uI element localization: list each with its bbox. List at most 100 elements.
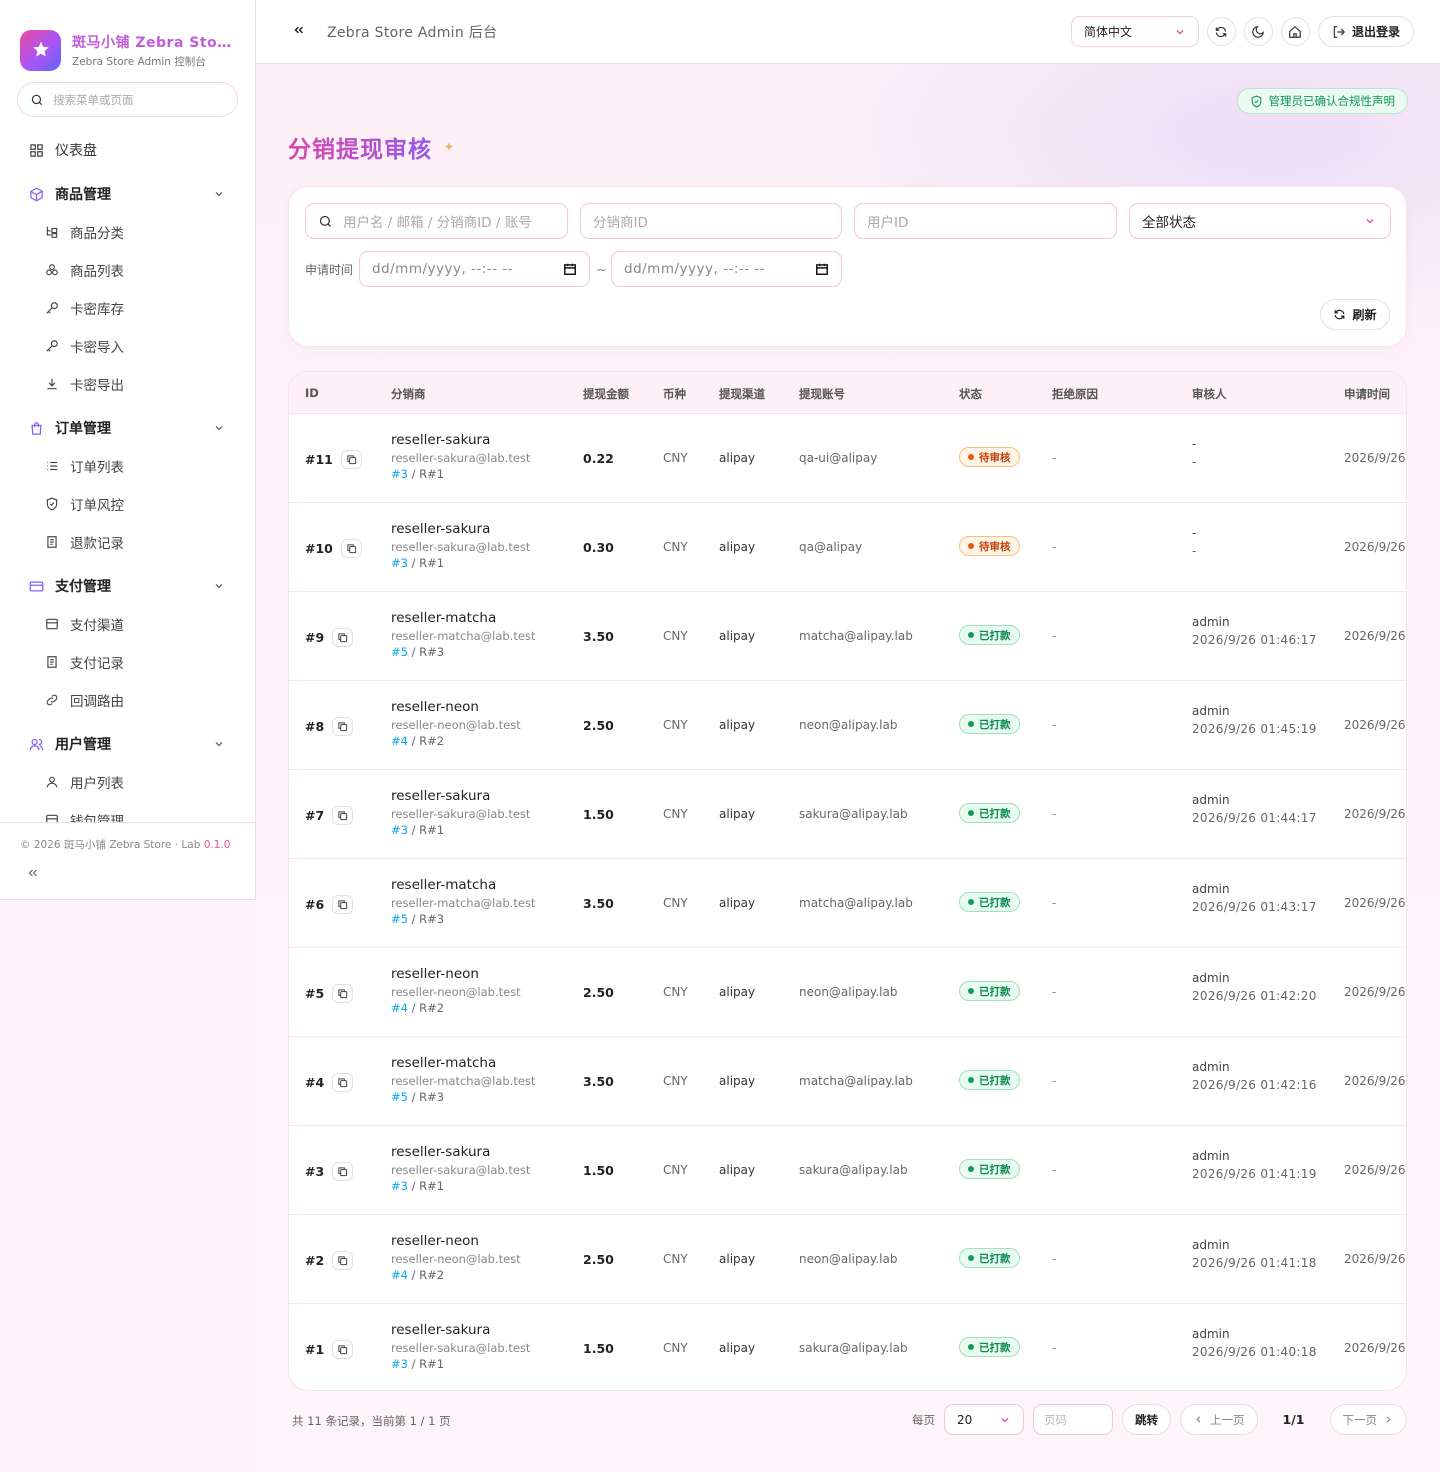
applied-time: 2026/9/26 <box>1344 1341 1406 1355</box>
sidebar-item-card-stock[interactable]: 卡密库存 <box>0 289 255 327</box>
theme-toggle-button[interactable] <box>1243 17 1273 46</box>
sidebar-group-label: 订单管理 <box>55 421 111 437</box>
language-select[interactable]: 简体中文 <box>1070 16 1199 47</box>
reseller-refs: #5 / R#3 <box>391 912 445 926</box>
copy-id-button[interactable] <box>332 717 354 736</box>
reseller-id-link[interactable]: #5 <box>391 1090 408 1104</box>
sidebar-item-card-import[interactable]: 卡密导入 <box>0 327 255 365</box>
sidebar-group-products[interactable]: 商品管理 <box>0 175 255 213</box>
sidebar-group-users[interactable]: 用户管理 <box>0 725 255 763</box>
reseller-id-link[interactable]: #3 <box>391 1357 408 1371</box>
sidebar-item-product-categories[interactable]: 商品分类 <box>0 213 255 251</box>
sidebar-item-callback-routes[interactable]: 回调路由 <box>0 681 255 719</box>
reseller-id-link[interactable]: #3 <box>391 556 408 570</box>
reseller-cell: reseller-sakura reseller-sakura@lab.test #… <box>391 788 530 837</box>
review-time: 2026/9/26 01:41:18 <box>1192 1256 1317 1270</box>
channel: alipay <box>719 896 756 910</box>
sidebar-item-order-risk[interactable]: 订单风控 <box>0 485 255 523</box>
per-page-select[interactable]: 20 <box>944 1404 1025 1435</box>
prev-page-button[interactable]: 上一页 <box>1180 1404 1258 1435</box>
reject-reason: - <box>1052 896 1057 910</box>
sidebar-item-refunds[interactable]: 退款记录 <box>0 523 255 561</box>
logout-button[interactable]: 退出登录 <box>1317 16 1414 47</box>
reseller-id-link[interactable]: #4 <box>391 1268 408 1282</box>
date-to-input[interactable]: dd/mm/yyyy, --:-- -- <box>611 251 842 287</box>
menu-search-input[interactable]: 搜索菜单或页面 <box>17 82 238 117</box>
col-applied-time: 申请时间 <box>1344 387 1390 401</box>
status-badge: 已打款 <box>959 625 1020 645</box>
reseller-id-link[interactable]: #5 <box>391 912 408 926</box>
chevron-down-icon <box>215 426 223 431</box>
withdrawal-id: #6 <box>305 895 354 914</box>
amount: 3.50 <box>583 629 614 644</box>
home-button[interactable] <box>1280 17 1310 46</box>
sidebar-item-card-export[interactable]: 卡密导出 <box>0 365 255 403</box>
chevron-down-icon <box>215 584 223 589</box>
account: matcha@alipay.lab <box>799 896 913 910</box>
reseller-ref: R#3 <box>419 912 445 926</box>
reseller-id-link[interactable]: #3 <box>391 467 408 481</box>
page-number-input[interactable]: 页码 <box>1033 1404 1114 1435</box>
reseller-id-link[interactable]: #3 <box>391 1179 408 1193</box>
status-select[interactable]: 全部状态 <box>1129 203 1391 239</box>
copy-id-button[interactable] <box>332 1162 354 1181</box>
reseller-id-link[interactable]: #5 <box>391 645 408 659</box>
copy-id-button[interactable] <box>340 539 362 558</box>
shield-check-icon <box>1251 95 1261 107</box>
copy-id-button[interactable] <box>332 984 354 1003</box>
collapse-sidebar-button[interactable] <box>26 866 255 883</box>
sidebar-group-payments[interactable]: 支付管理 <box>0 567 255 605</box>
account: qa-ui@alipay <box>799 451 878 465</box>
collapse-menu-button[interactable] <box>292 23 306 41</box>
date-placeholder: dd/mm/yyyy, --:-- -- <box>372 261 514 277</box>
copy-id-button[interactable] <box>332 895 354 914</box>
sidebar-item-dashboard[interactable]: 仪表盘 <box>0 131 255 169</box>
sidebar-item-pay-channels[interactable]: 支付渠道 <box>0 605 255 643</box>
sidebar-item-pay-records[interactable]: 支付记录 <box>0 643 255 681</box>
sidebar-item-order-list[interactable]: 订单列表 <box>0 447 255 485</box>
channel: alipay <box>719 985 756 999</box>
copy-id-button[interactable] <box>332 1073 354 1092</box>
brand[interactable]: 斑马小铺 Zebra Store Zebra Store Admin 控制台 <box>0 0 255 80</box>
search-icon <box>31 94 43 105</box>
col-amount: 提现金额 <box>583 387 629 401</box>
reseller-id-link[interactable]: #3 <box>391 823 408 837</box>
refresh-button[interactable]: 刷新 <box>1320 299 1390 330</box>
sidebar-menu: 仪表盘 商品管理 商品分类 商品列表 卡密库存 卡密导入 卡密导出 <box>0 117 255 823</box>
reviewer-cell: admin 2026/9/26 01:46:17 <box>1192 615 1317 647</box>
date-from-input[interactable]: dd/mm/yyyy, --:-- -- <box>359 251 590 287</box>
id-text: #5 <box>305 986 325 1001</box>
receipt-icon <box>47 536 57 548</box>
sidebar-group-orders[interactable]: 订单管理 <box>0 409 255 447</box>
jump-button[interactable]: 跳转 <box>1122 1404 1172 1435</box>
sidebar-item-wallets[interactable]: 钱包管理 <box>0 801 255 823</box>
chevrons-left-icon <box>28 869 37 877</box>
reseller-ref: R#1 <box>419 467 445 481</box>
sidebar-item-label: 卡密导出 <box>70 378 124 394</box>
applied-time: 2026/9/26 <box>1344 1163 1406 1177</box>
chevron-down-icon <box>215 742 223 747</box>
reviewer-name: - <box>1192 526 1197 540</box>
search-icon <box>319 215 331 227</box>
reseller-id-link[interactable]: #4 <box>391 1001 408 1015</box>
sidebar-item-product-list[interactable]: 商品列表 <box>0 251 255 289</box>
reseller-refs: #3 / R#1 <box>391 1179 445 1193</box>
reload-button[interactable] <box>1206 17 1236 46</box>
copy-id-button[interactable] <box>332 806 354 825</box>
copy-id-button[interactable] <box>332 1251 354 1270</box>
copy-id-button[interactable] <box>340 450 362 469</box>
keyword-search-input[interactable]: 用户名 / 邮箱 / 分销商ID / 账号 <box>305 203 568 239</box>
status-text: 待审核 <box>979 451 1011 464</box>
review-time: 2026/9/26 01:40:18 <box>1192 1345 1317 1359</box>
reseller-id-link[interactable]: #4 <box>391 734 408 748</box>
reseller-id-input[interactable]: 分销商ID <box>580 203 842 239</box>
table-row: #10 reseller-sakura reseller-sakura@lab.te… <box>289 503 1406 592</box>
sidebar-group-label: 支付管理 <box>55 579 111 595</box>
user-id-input[interactable]: 用户ID <box>854 203 1117 239</box>
sidebar-item-user-list[interactable]: 用户列表 <box>0 763 255 801</box>
next-page-button[interactable]: 下一页 <box>1329 1404 1407 1435</box>
status-dot <box>968 899 974 905</box>
copy-id-button[interactable] <box>332 628 354 647</box>
copy-id-button[interactable] <box>332 1340 354 1359</box>
status-text: 已打款 <box>979 985 1011 998</box>
